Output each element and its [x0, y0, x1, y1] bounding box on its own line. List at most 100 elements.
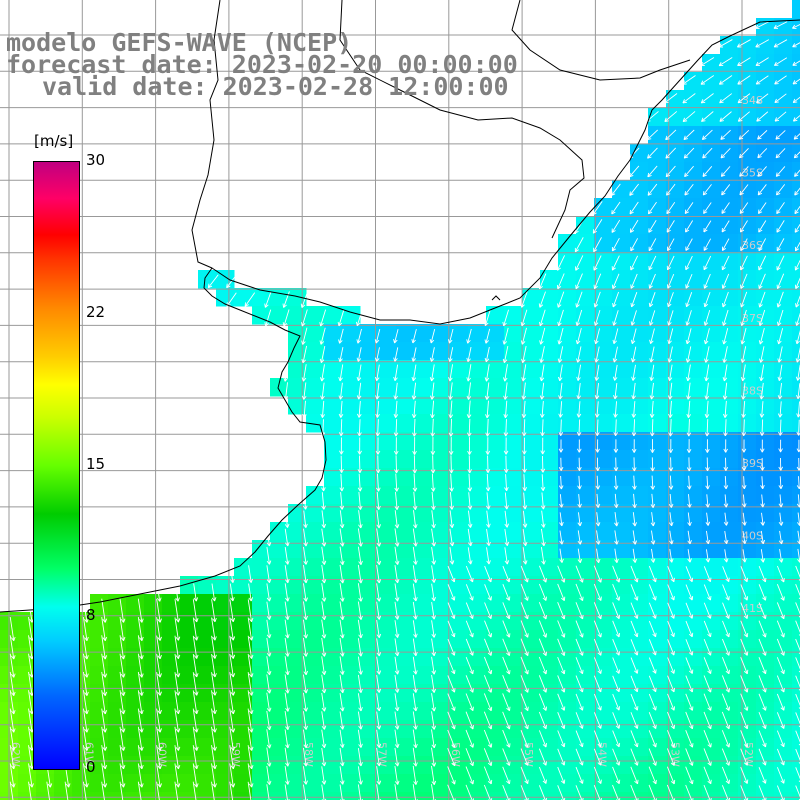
wind-arrow — [757, 148, 768, 159]
wind-cell — [774, 558, 793, 577]
wind-cell — [720, 666, 739, 685]
wind-cell — [450, 324, 469, 343]
wind-cell — [684, 648, 703, 667]
wind-cell — [792, 270, 800, 289]
wind-cell — [414, 648, 433, 667]
wind-cell — [648, 162, 667, 181]
wind-arrow — [264, 309, 272, 327]
wind-cell — [450, 396, 469, 415]
wind-cell — [738, 306, 757, 325]
wind-arrow — [793, 133, 800, 140]
wind-cell — [252, 630, 271, 649]
wind-cell — [306, 774, 325, 793]
wind-cell — [630, 558, 649, 577]
wind-arrow — [721, 220, 730, 233]
wind-cell — [468, 486, 487, 505]
wind-cell — [486, 558, 505, 577]
wind-cell — [738, 738, 757, 757]
wind-cell — [666, 612, 685, 631]
wind-cell — [720, 540, 739, 559]
wind-arrow — [575, 255, 584, 271]
wind-cell — [198, 270, 217, 289]
wind-cell — [738, 414, 757, 433]
wind-cell — [486, 432, 505, 451]
wind-arrow — [648, 201, 657, 215]
wind-cell — [720, 738, 739, 757]
wind-cell — [324, 576, 343, 595]
wind-cell — [756, 198, 775, 217]
wind-arrow — [520, 327, 527, 345]
wind-arrow — [411, 329, 417, 344]
wind-cell — [270, 648, 289, 667]
wind-arrow — [338, 328, 344, 344]
wind-cell — [738, 720, 757, 739]
wind-cell — [630, 378, 649, 397]
wind-cell — [684, 414, 703, 433]
wind-cell — [180, 666, 199, 685]
wind-cell — [432, 360, 451, 379]
wind-arrow — [703, 255, 712, 271]
wind-cell — [450, 450, 469, 469]
wind-cell — [576, 612, 595, 631]
wind-cell — [720, 432, 739, 451]
wind-cell — [360, 594, 379, 613]
wind-cell — [792, 540, 800, 559]
wind-cell — [378, 522, 397, 541]
wind-cell — [558, 360, 577, 379]
wind-cell — [540, 378, 559, 397]
wind-cell — [738, 162, 757, 181]
wind-arrow — [319, 327, 326, 345]
wind-arrow — [648, 273, 656, 289]
wind-arrow — [776, 220, 785, 233]
wind-cell — [558, 306, 577, 325]
wind-cell — [738, 360, 757, 379]
wind-arrow — [756, 111, 769, 122]
wind-arrow — [701, 111, 714, 122]
wind-cell — [576, 306, 595, 325]
wind-cell — [324, 702, 343, 721]
wind-cell — [522, 504, 541, 523]
wind-cell — [738, 432, 757, 451]
wind-arrow — [722, 309, 729, 326]
wind-cell — [324, 666, 343, 685]
wind-cell — [90, 594, 109, 613]
wind-cell — [342, 738, 361, 757]
wind-cell — [522, 612, 541, 631]
wind-cell — [378, 540, 397, 559]
wind-cell — [648, 324, 667, 343]
wind-cell — [594, 270, 613, 289]
wind-cell — [432, 558, 451, 577]
wind-cell — [738, 90, 757, 109]
wind-arrow — [718, 57, 733, 67]
wind-cell — [756, 108, 775, 127]
wind-cell — [774, 414, 793, 433]
wind-cell — [450, 504, 469, 523]
wind-cell — [792, 144, 800, 163]
wind-cell — [270, 522, 289, 541]
wind-cell — [594, 432, 613, 451]
wind-cell — [792, 0, 800, 19]
wind-cell — [396, 792, 415, 800]
wind-cell — [756, 180, 775, 199]
wind-cell — [648, 288, 667, 307]
wind-cell — [720, 72, 739, 91]
wind-cell — [756, 648, 775, 667]
wind-cell — [360, 522, 379, 541]
wind-arrows — [9, 21, 800, 800]
wind-cell — [738, 324, 757, 343]
wind-cell — [360, 414, 379, 433]
wind-cell — [594, 630, 613, 649]
wind-cell — [324, 396, 343, 415]
wind-cell — [342, 558, 361, 577]
wind-cell — [252, 540, 271, 559]
wind-cell — [180, 756, 199, 775]
wind-arrow — [792, 42, 800, 48]
wind-arrow — [611, 255, 620, 271]
wind-cell — [648, 414, 667, 433]
wind-cell — [774, 90, 793, 109]
wind-cell — [576, 288, 595, 307]
wind-cell — [774, 126, 793, 145]
wind-cell — [504, 594, 523, 613]
wind-arrow — [665, 129, 677, 141]
wind-cell — [486, 594, 505, 613]
